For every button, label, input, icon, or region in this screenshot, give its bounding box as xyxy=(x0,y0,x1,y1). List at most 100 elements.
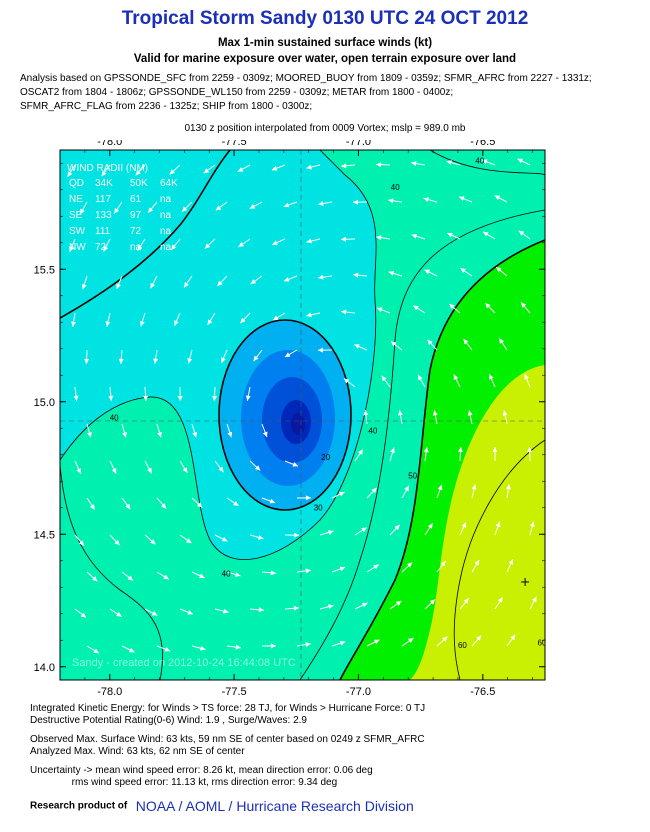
wind-vector-head xyxy=(114,539,120,546)
wind-vector-head xyxy=(204,243,211,249)
wind-vector-head xyxy=(524,374,529,380)
wind-vector-head xyxy=(318,201,324,207)
x-tick-label-bottom: -78.0 xyxy=(97,686,122,698)
wind-vector-head xyxy=(460,268,466,274)
wind-vector-head xyxy=(69,246,74,252)
contour-label: 50 xyxy=(408,472,417,481)
wind-vector-head xyxy=(510,634,516,641)
wind-vector-head xyxy=(497,597,503,603)
wind-vector-head xyxy=(181,206,188,212)
position-note: 0130 z position interpolated from 0009 V… xyxy=(184,123,466,134)
wind-radii-cell: na xyxy=(160,242,172,253)
uncertainty-line: Uncertainty -> mean wind speed error: 8.… xyxy=(30,765,373,776)
wind-vector-head xyxy=(407,638,414,643)
wind-vector-head xyxy=(163,574,169,580)
x-tick-label-top: -77.0 xyxy=(346,140,371,148)
y-tick-label: 15.0 xyxy=(34,397,55,409)
wind-vector-head xyxy=(258,534,264,540)
wind-vector-head xyxy=(111,468,117,474)
wind-vector-head xyxy=(101,170,107,177)
wind-vector-head xyxy=(164,646,171,652)
x-tick-label-top: -78.0 xyxy=(97,140,122,148)
wind-vector-head xyxy=(361,527,367,533)
contour-label: 40 xyxy=(475,156,484,165)
wind-vector-head xyxy=(305,495,311,501)
wind-vector-head xyxy=(341,236,347,242)
watermark: Sandy - created on 2012-10-24 16:44:08 U… xyxy=(72,657,296,669)
wind-vector-head xyxy=(223,608,229,614)
wind-vector-head xyxy=(318,347,324,353)
wind-field-plot: 40 40 40 40 40 30 20 50 60 60 Sandy - created on … xyxy=(34,140,547,698)
wind-vector-head xyxy=(362,602,368,608)
wind-vector-head xyxy=(200,645,206,651)
wind-vector-head xyxy=(292,462,299,467)
contour-label: 20 xyxy=(321,453,330,462)
bottom-stats: Integrated Kinetic Energy: for Winds > T… xyxy=(30,703,425,789)
wind-vector-head xyxy=(489,374,494,380)
wind-vector-head xyxy=(157,431,162,438)
observed-max-line: Observed Max. Surface Wind: 63 kts, 59 n… xyxy=(30,734,425,745)
contour-label: 30 xyxy=(314,503,323,512)
wind-vectors xyxy=(67,158,537,654)
x-tick-label-top: -77.5 xyxy=(222,140,247,148)
credit: Research product of NOAA / AOML / Hurric… xyxy=(30,797,414,815)
wind-vector-head xyxy=(306,312,312,318)
wind-vector-head xyxy=(169,169,176,175)
wind-radii-cell: na xyxy=(160,210,172,221)
wind-vector-head xyxy=(306,164,312,170)
wind-vector-head xyxy=(137,245,143,251)
contour-labels: 40 40 40 40 40 30 20 50 60 60 xyxy=(110,156,547,650)
wind-vector-head xyxy=(185,538,192,544)
wind-vector-head xyxy=(174,320,179,326)
wind-vector-head xyxy=(87,431,92,438)
wind-vector-head xyxy=(139,320,145,327)
wind-vector-head xyxy=(440,560,446,567)
wind-vector-head xyxy=(92,576,98,582)
wind-vector-head xyxy=(494,195,501,201)
wind-vector-head xyxy=(187,358,193,364)
contour-label: 60 xyxy=(538,639,547,648)
wind-vector-head xyxy=(423,197,429,203)
wind-vector-head xyxy=(371,487,377,494)
wind-vector-head xyxy=(471,484,477,490)
wind-radii-header: 34K xyxy=(95,178,113,189)
wind-vector-head xyxy=(150,539,156,545)
wind-vector-head xyxy=(482,231,489,237)
wind-vector-head xyxy=(253,355,259,362)
dpr-line: Destructive Potential Rating(0-6) Wind: … xyxy=(30,715,307,726)
wind-vector-head xyxy=(217,280,223,287)
wind-vector-head xyxy=(328,604,334,610)
wind-vector-head xyxy=(148,207,154,213)
wind-vector-head xyxy=(199,573,205,579)
y-tick-label: 15.5 xyxy=(34,264,55,276)
wind-vector-head xyxy=(182,467,188,473)
contour-34kt-line xyxy=(60,150,231,319)
wind-vector-head xyxy=(437,484,443,491)
wind-vector-head xyxy=(505,484,511,490)
wind-vector-head xyxy=(442,636,448,642)
wind-vector-head xyxy=(411,233,418,239)
wind-vector-head xyxy=(196,502,203,508)
wind-vector-head xyxy=(339,566,346,572)
wind-vector-head xyxy=(127,575,134,581)
wind-radii-cell: 97 xyxy=(130,210,142,221)
wind-vector-head xyxy=(262,431,268,438)
wind-vector-head xyxy=(476,635,482,641)
wind-vector-head xyxy=(80,208,85,215)
wind-vector-head xyxy=(381,375,387,382)
wind-radii-cell: SW xyxy=(69,226,86,237)
contour-50-line xyxy=(339,239,545,680)
wind-vector-head xyxy=(376,235,382,241)
wind-vector-head xyxy=(305,642,311,648)
wind-vector-head xyxy=(432,410,438,416)
wind-vector-head xyxy=(373,564,379,570)
wind-vector-head xyxy=(254,465,261,471)
wind-vector-head xyxy=(527,447,533,453)
wind-vector-head xyxy=(122,431,127,438)
wind-radii-cell: 72 xyxy=(95,242,107,253)
x-tick-label-top: -76.5 xyxy=(470,140,495,148)
wind-vector-head xyxy=(151,610,158,616)
wind-vector-head xyxy=(150,282,156,289)
wind-radii-cell: 117 xyxy=(95,194,111,205)
wind-vector-head xyxy=(429,599,436,605)
